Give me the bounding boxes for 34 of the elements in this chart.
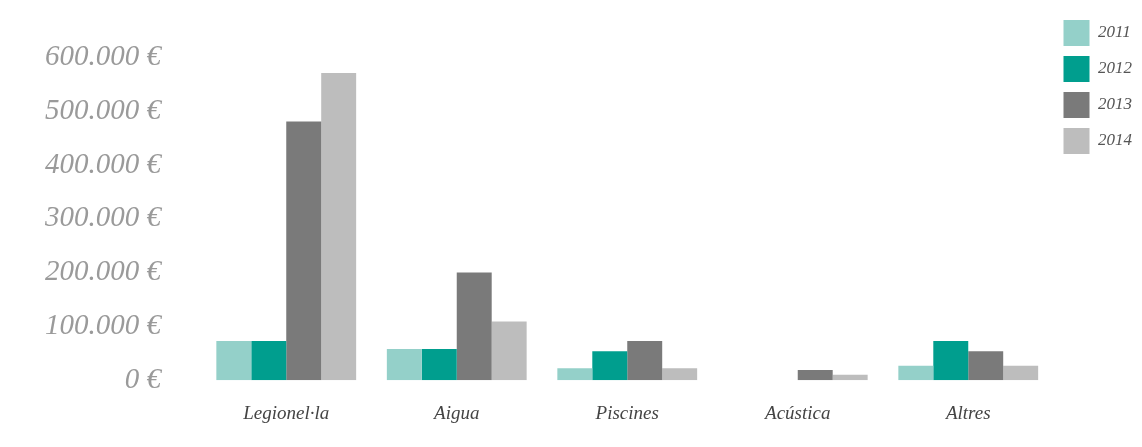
bar: [898, 365, 934, 381]
legend-label: 2012: [1098, 58, 1133, 78]
bar: [968, 351, 1004, 381]
bar: [216, 340, 252, 381]
legend-label: 2014: [1098, 130, 1133, 150]
legend-label: 2011: [1098, 22, 1131, 42]
bar: [251, 340, 287, 381]
y-tick-label: 400.000 €: [45, 146, 163, 179]
bar: [797, 369, 833, 381]
y-tick-label: 600.000 €: [45, 39, 163, 72]
legend-label: 2013: [1098, 94, 1132, 114]
x-tick-label: Legionel·la: [242, 401, 330, 423]
y-tick-label: 200.000 €: [45, 254, 163, 287]
bar: [386, 349, 422, 381]
bar: [286, 121, 322, 381]
x-tick-label: Aigua: [432, 401, 480, 423]
bar: [662, 368, 698, 381]
x-tick-label: Acústica: [763, 401, 831, 423]
bar: [832, 374, 868, 381]
bar: [491, 321, 527, 381]
y-tick-label: 300.000 €: [44, 200, 163, 233]
bar: [1003, 365, 1039, 381]
bar: [321, 73, 357, 381]
y-tick-label: 100.000 €: [45, 308, 163, 341]
bar: [557, 368, 593, 381]
bar: [421, 349, 457, 381]
bar: [592, 351, 628, 381]
x-tick-label: Piscines: [594, 401, 659, 423]
bar: [627, 340, 663, 381]
bar: [456, 272, 492, 381]
bar: [933, 340, 969, 381]
y-tick-label: 500.000 €: [45, 92, 163, 125]
y-tick-label: 0 €: [124, 361, 163, 394]
x-tick-label: Altres: [943, 401, 991, 423]
